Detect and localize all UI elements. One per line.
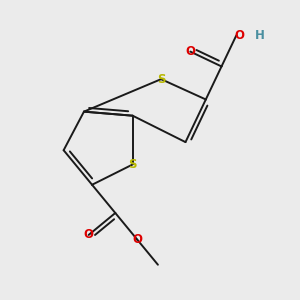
Text: H: H — [255, 29, 265, 42]
Text: O: O — [132, 233, 142, 246]
Text: O: O — [185, 45, 195, 58]
Text: O: O — [235, 29, 244, 42]
Text: S: S — [157, 73, 165, 85]
Text: O: O — [84, 228, 94, 242]
Text: S: S — [128, 158, 137, 171]
